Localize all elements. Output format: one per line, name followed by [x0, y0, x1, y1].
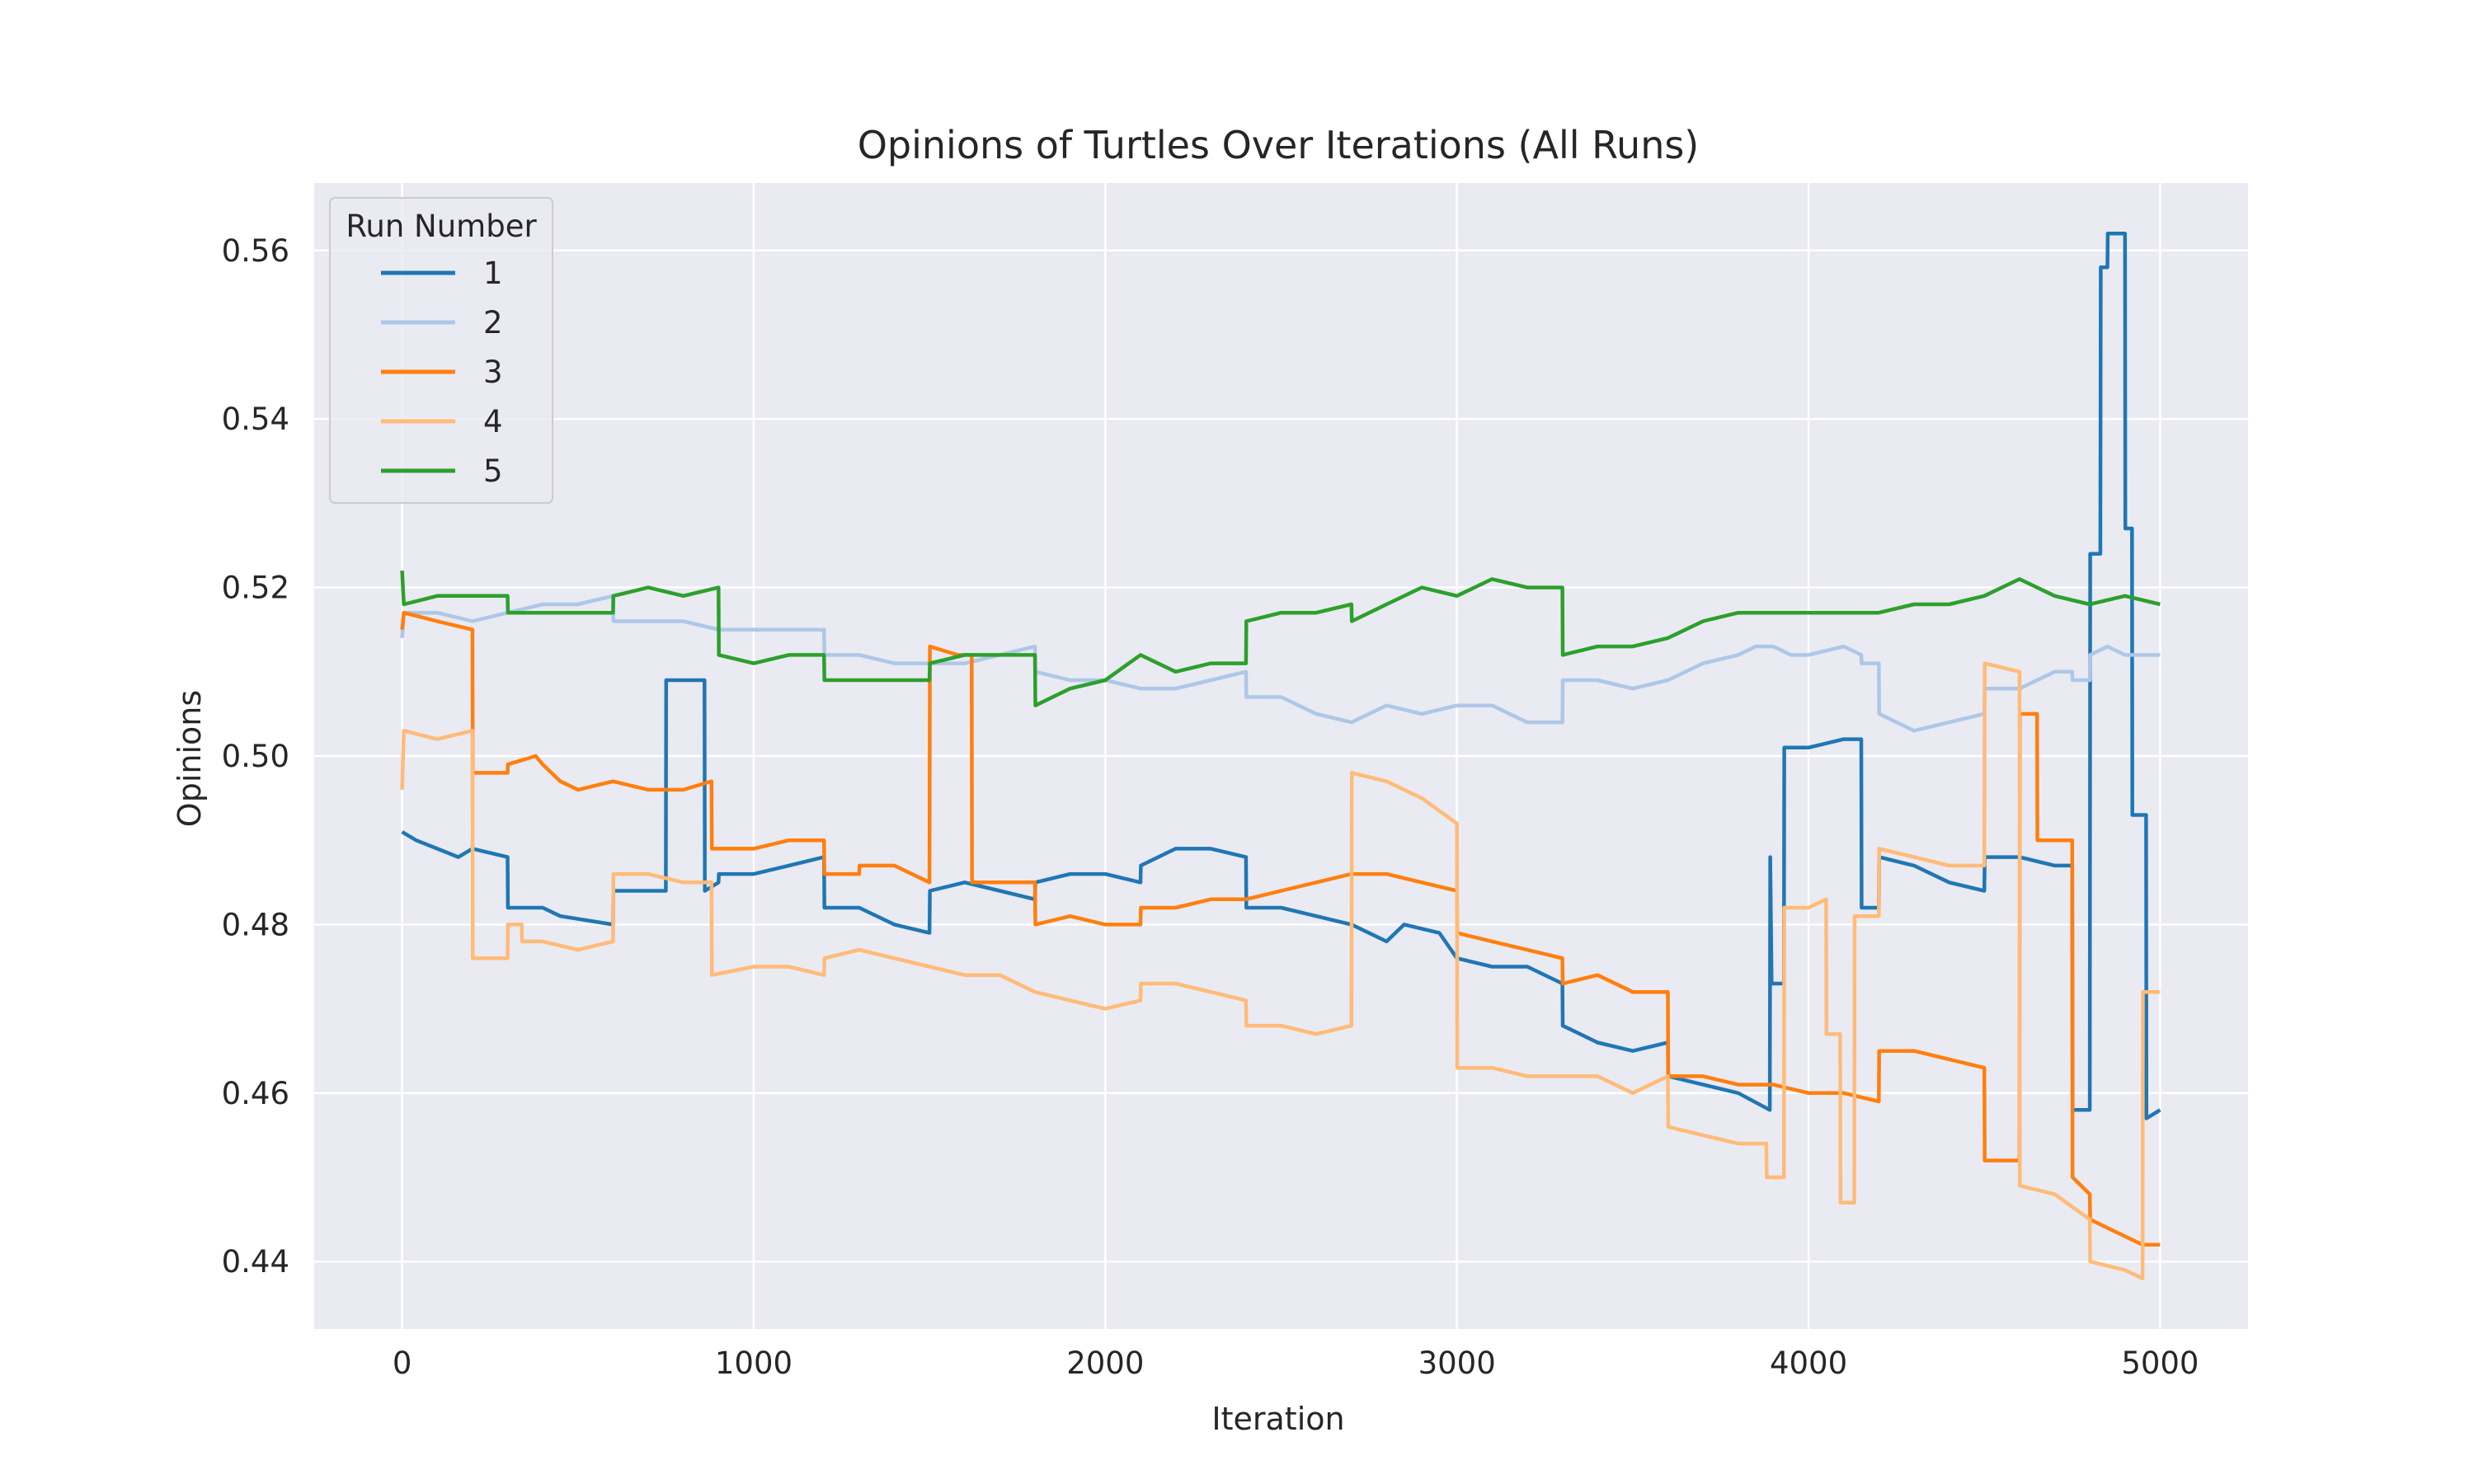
x-tick-label: 5000 — [2121, 1345, 2199, 1381]
x-axis-label: Iteration — [1211, 1401, 1344, 1437]
y-tick-label: 0.50 — [222, 739, 289, 774]
y-axis: 0.44 0.46 0.48 0.50 0.52 0.54 0.56 — [222, 233, 289, 1280]
chart-title: Opinions of Turtles Over Iterations (All… — [858, 123, 1700, 167]
legend-label-run-3: 3 — [483, 355, 503, 390]
y-axis-label: Opinions — [172, 690, 208, 827]
series-layer — [400, 232, 2161, 1280]
x-tick-label: 0 — [393, 1345, 412, 1381]
y-tick-label: 0.56 — [222, 233, 289, 269]
legend-title: Run Number — [346, 209, 537, 244]
legend-label-run-2: 2 — [483, 305, 503, 340]
legend-items: 1 2 3 4 5 — [381, 256, 503, 489]
y-tick-label: 0.46 — [222, 1076, 289, 1111]
series-line-run-4 — [400, 661, 2161, 1280]
y-tick-label: 0.52 — [222, 571, 289, 606]
x-tick-label: 4000 — [1770, 1345, 1847, 1381]
x-axis: 0 1000 2000 3000 4000 5000 — [393, 1345, 2199, 1381]
series-line-run-3 — [400, 610, 2161, 1247]
y-tick-label: 0.54 — [222, 402, 289, 437]
series-line-run-1 — [401, 232, 2161, 1120]
series-line-run-5 — [400, 570, 2161, 707]
legend-label-run-5: 5 — [483, 453, 503, 489]
x-tick-label: 3000 — [1418, 1345, 1496, 1381]
legend: Run Number 1 2 3 4 5 — [329, 197, 553, 504]
legend-label-run-1: 1 — [483, 256, 503, 291]
x-tick-label: 2000 — [1066, 1345, 1144, 1381]
x-tick-label: 1000 — [715, 1345, 793, 1381]
legend-label-run-4: 4 — [483, 404, 503, 439]
y-tick-label: 0.48 — [222, 907, 289, 942]
grid-lines — [314, 183, 2248, 1329]
y-tick-label: 0.44 — [222, 1244, 289, 1280]
